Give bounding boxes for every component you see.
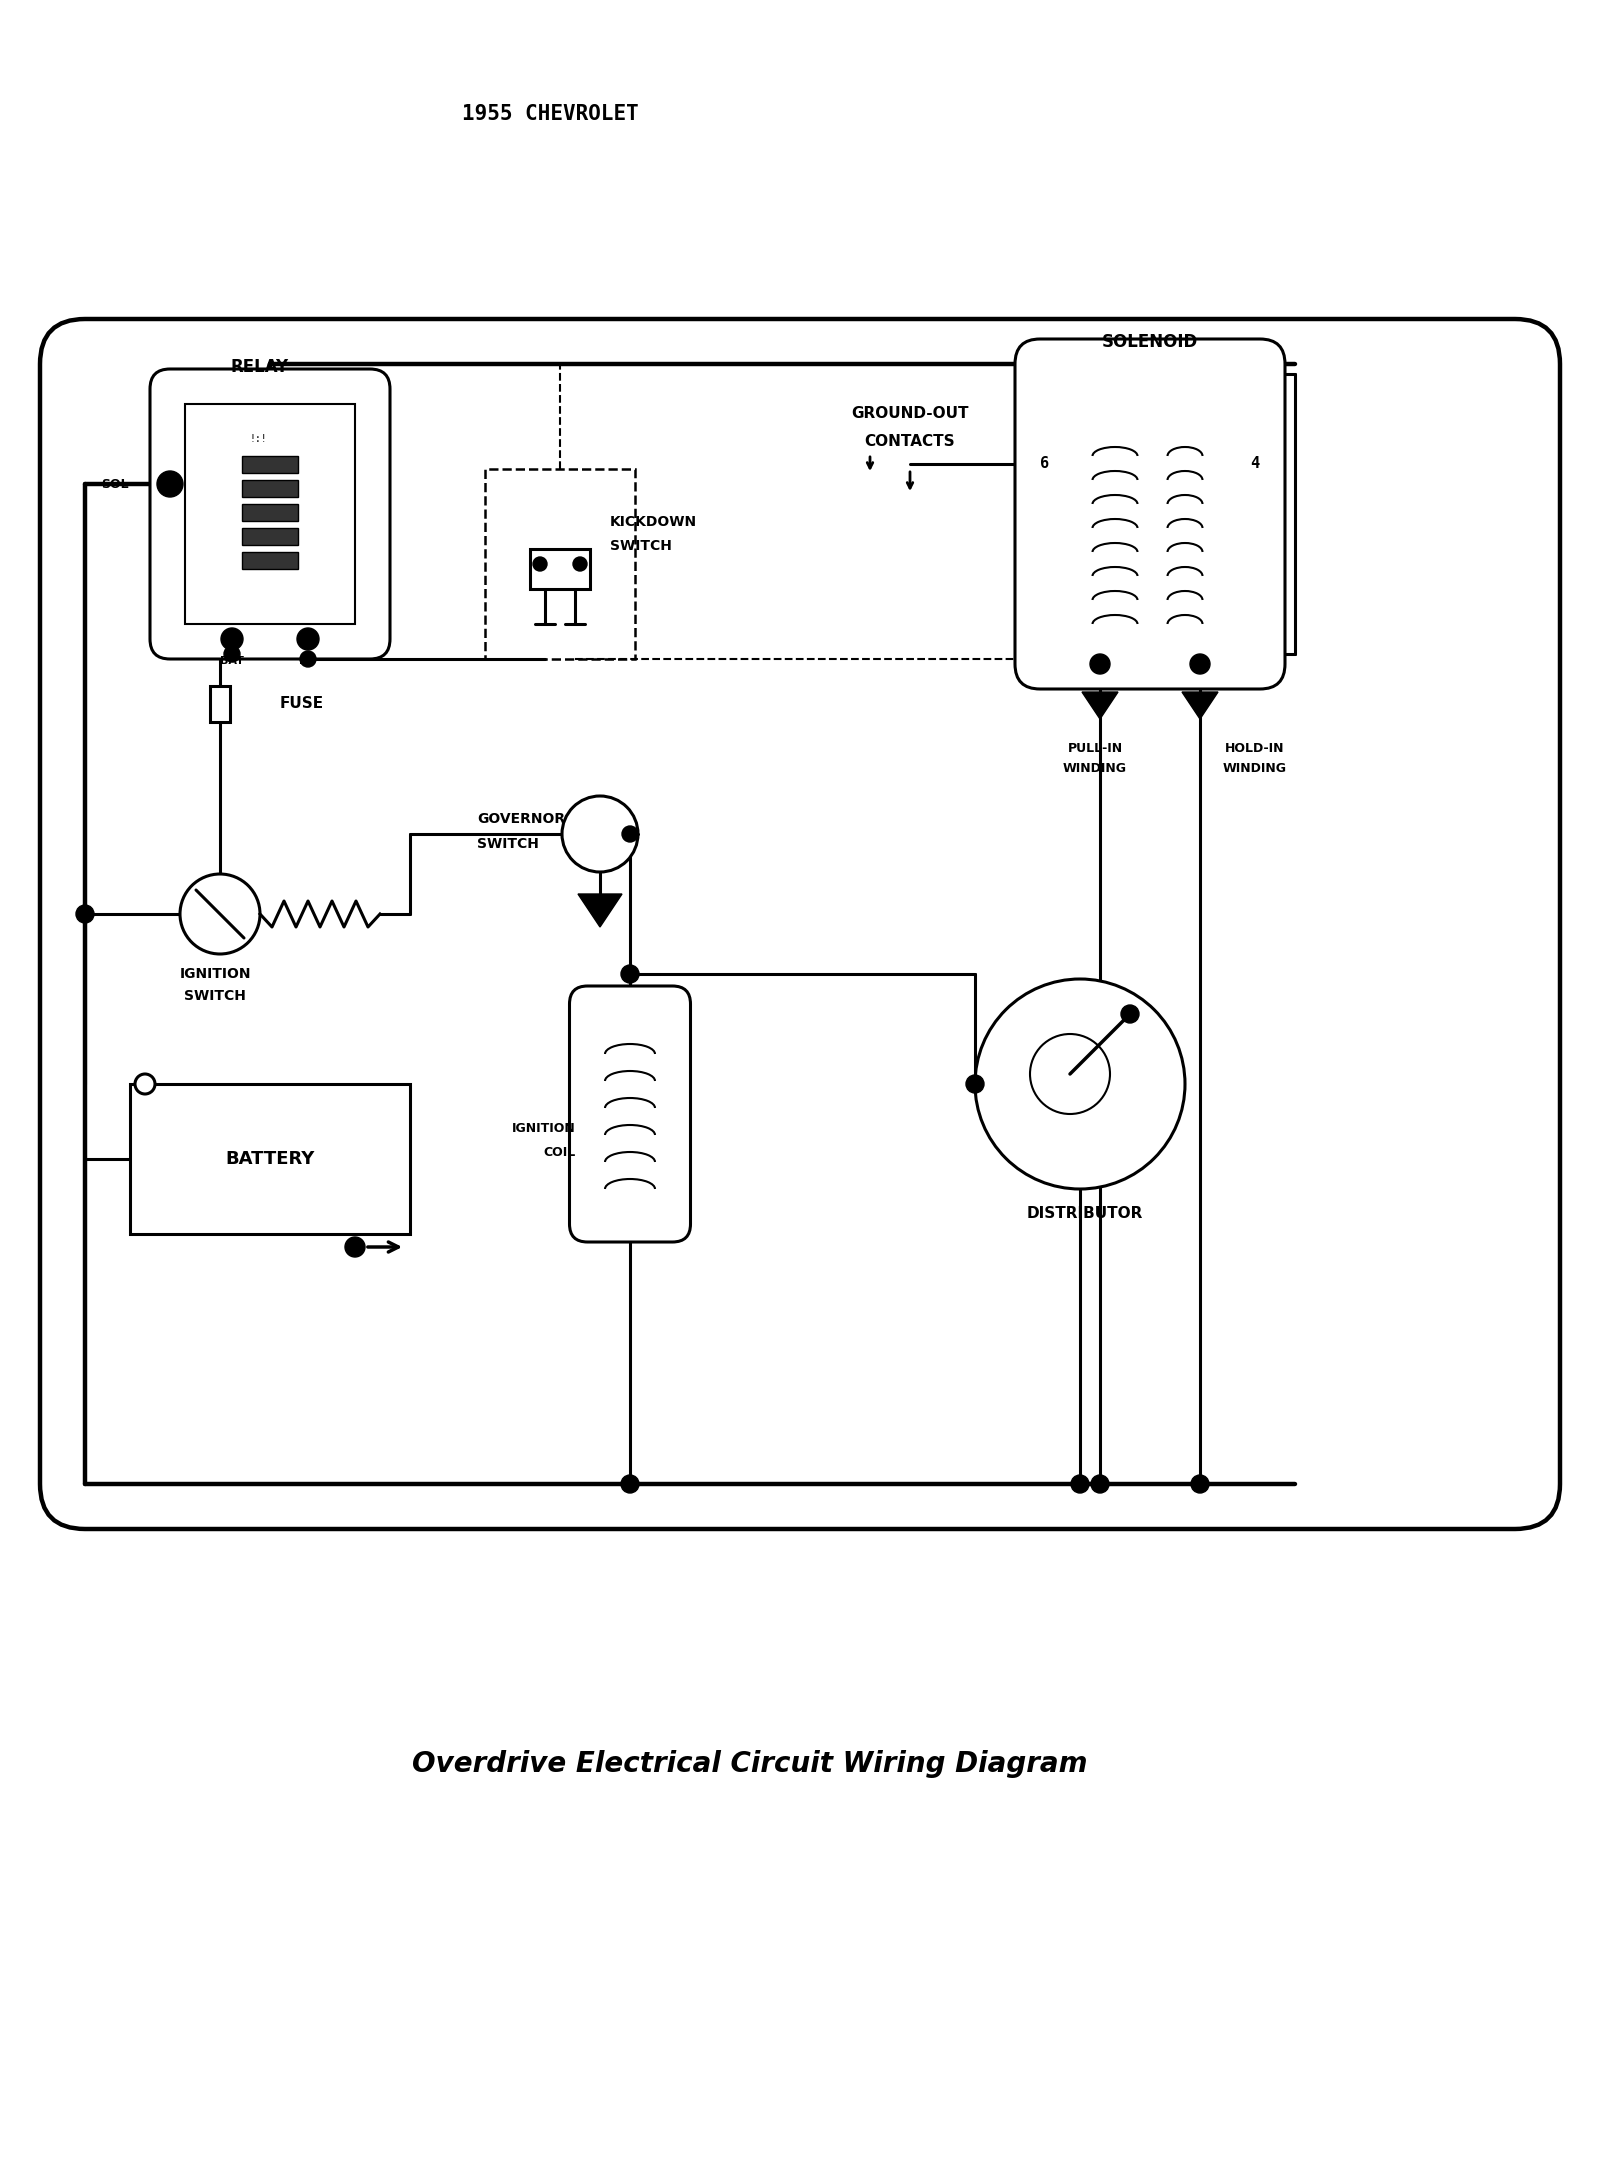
Bar <box>530 550 590 589</box>
Bar <box>242 480 298 498</box>
Text: Overdrive Electrical Circuit Wiring Diagram: Overdrive Electrical Circuit Wiring Diag… <box>413 1751 1088 1779</box>
Text: BATTERY: BATTERY <box>226 1149 315 1169</box>
Circle shape <box>622 827 638 842</box>
Text: GOVERNOR: GOVERNOR <box>477 812 565 827</box>
Text: CONTACTS: CONTACTS <box>864 435 955 450</box>
FancyBboxPatch shape <box>1014 340 1285 688</box>
Polygon shape <box>1082 692 1118 718</box>
Circle shape <box>1190 1476 1210 1493</box>
Text: WINDING: WINDING <box>1062 762 1126 775</box>
Circle shape <box>301 651 317 667</box>
Text: SOL: SOL <box>101 478 130 491</box>
Bar <box>242 552 298 569</box>
FancyBboxPatch shape <box>570 987 691 1242</box>
Circle shape <box>134 1073 155 1095</box>
Bar <box>130 1084 410 1233</box>
Text: KD: KD <box>299 656 317 667</box>
Circle shape <box>1030 1034 1110 1114</box>
Text: DISTRIBUTOR: DISTRIBUTOR <box>1027 1208 1142 1220</box>
Circle shape <box>221 628 243 649</box>
Circle shape <box>1090 654 1110 673</box>
Circle shape <box>966 1076 984 1093</box>
Circle shape <box>298 628 318 649</box>
Circle shape <box>974 978 1186 1188</box>
Text: SOLENOID: SOLENOID <box>1102 333 1198 351</box>
Text: !:!: !:! <box>250 435 267 444</box>
Circle shape <box>181 874 259 954</box>
Text: SWITCH: SWITCH <box>184 989 246 1002</box>
Circle shape <box>77 905 94 924</box>
Text: SWITCH: SWITCH <box>610 539 672 554</box>
Circle shape <box>1070 1476 1090 1493</box>
Text: 6: 6 <box>1040 457 1050 472</box>
Text: IGNITION: IGNITION <box>179 967 251 980</box>
Polygon shape <box>1182 692 1218 718</box>
Polygon shape <box>578 894 622 926</box>
Circle shape <box>621 1476 638 1493</box>
Circle shape <box>1091 1476 1109 1493</box>
Bar <box>210 686 230 723</box>
Bar <box>242 504 298 522</box>
Text: 1955 CHEVROLET: 1955 CHEVROLET <box>462 104 638 123</box>
Circle shape <box>346 1238 365 1257</box>
Circle shape <box>1190 654 1210 673</box>
Text: PULL-IN: PULL-IN <box>1067 742 1123 755</box>
Circle shape <box>1122 1004 1139 1024</box>
Text: 4: 4 <box>1251 457 1259 472</box>
Circle shape <box>224 647 240 662</box>
Text: HOLD-IN: HOLD-IN <box>1226 742 1285 755</box>
Bar <box>242 457 298 474</box>
Circle shape <box>562 796 638 872</box>
Text: KICKDOWN: KICKDOWN <box>610 515 698 528</box>
FancyBboxPatch shape <box>150 370 390 660</box>
Bar <box>242 528 298 545</box>
Text: GROUND-OUT: GROUND-OUT <box>851 407 968 422</box>
Bar <box>485 470 635 660</box>
Text: COIL: COIL <box>544 1145 576 1158</box>
Text: SWITCH: SWITCH <box>477 837 539 850</box>
Circle shape <box>533 556 547 571</box>
Text: BAT: BAT <box>221 656 243 667</box>
Circle shape <box>573 556 587 571</box>
Text: FUSE: FUSE <box>280 697 325 712</box>
Bar <box>186 405 355 623</box>
Circle shape <box>621 965 638 982</box>
Circle shape <box>157 472 182 498</box>
FancyBboxPatch shape <box>40 318 1560 1530</box>
Text: RELAY: RELAY <box>230 357 290 377</box>
Text: IGNITION: IGNITION <box>512 1123 576 1136</box>
Text: WINDING: WINDING <box>1222 762 1286 775</box>
